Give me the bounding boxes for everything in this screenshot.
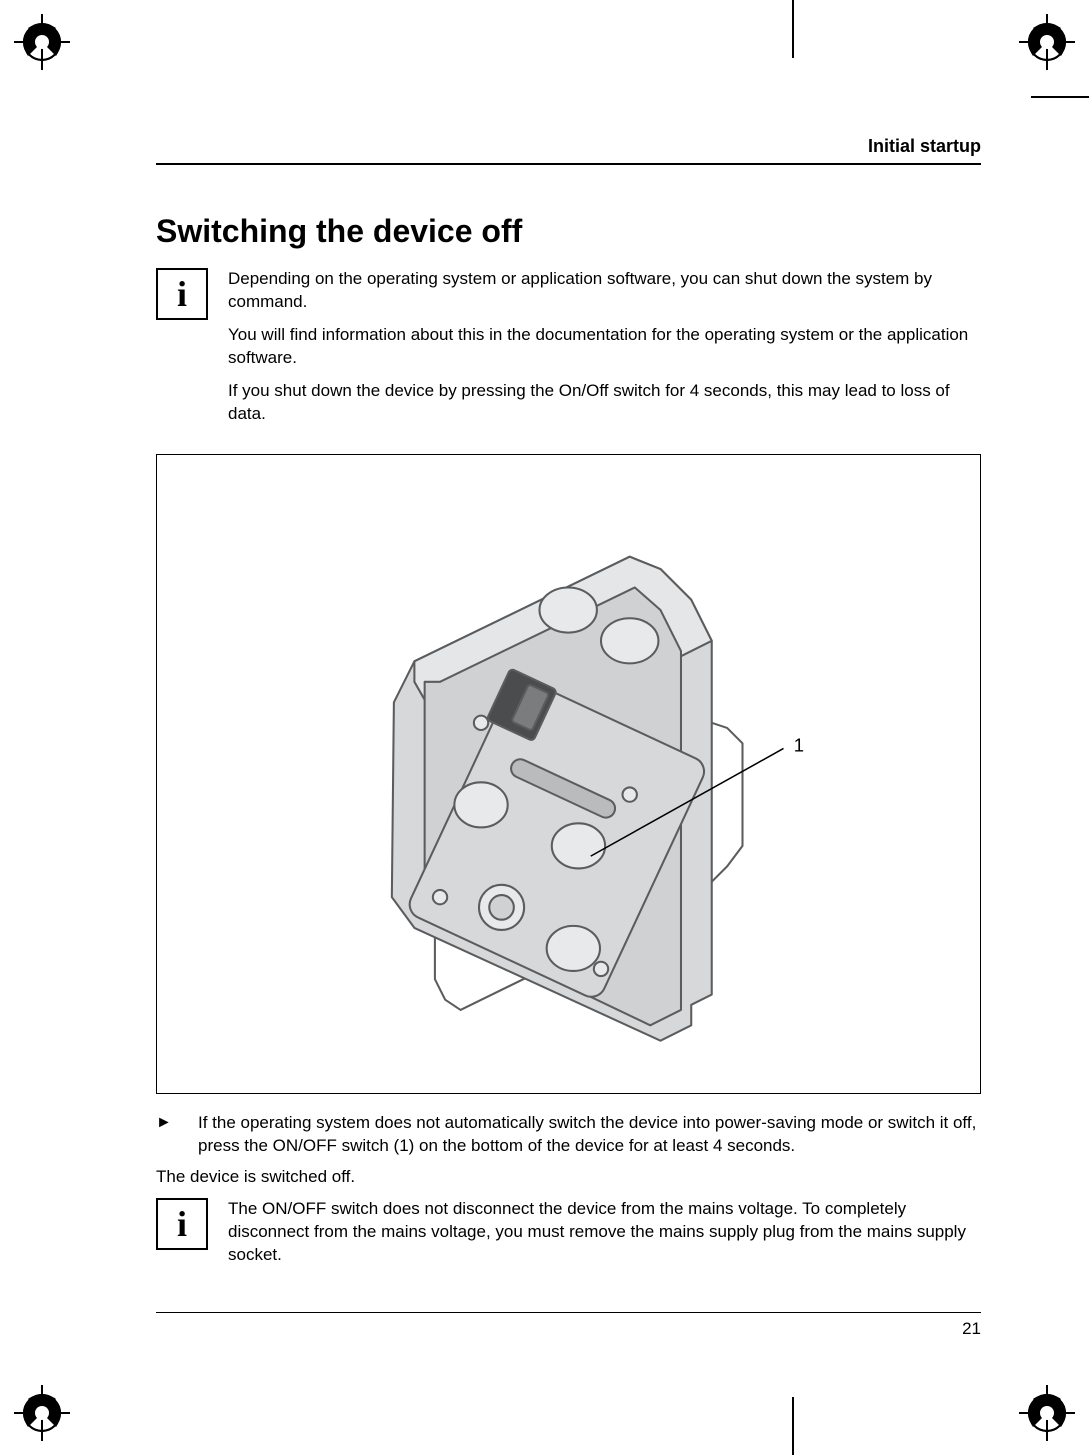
- info-note: i Depending on the operating system or a…: [156, 268, 981, 436]
- info-icon: i: [156, 268, 208, 320]
- crop-mark: [792, 0, 794, 58]
- content-area: Initial startup Switching the device off…: [156, 136, 981, 1345]
- running-header: Initial startup: [156, 136, 981, 163]
- header-rule: [156, 163, 981, 165]
- info-note: i The ON/OFF switch does not disconnect …: [156, 1198, 981, 1277]
- registration-mark-icon: [14, 14, 70, 70]
- step-marker-icon: ►: [156, 1112, 174, 1158]
- manual-page: Initial startup Switching the device off…: [0, 0, 1089, 1455]
- crop-mark: [792, 1397, 794, 1455]
- page-title: Switching the device off: [156, 213, 981, 250]
- device-figure: 1: [156, 454, 981, 1094]
- info-paragraph: You will find information about this in …: [228, 324, 981, 370]
- device-illustration: 1: [239, 487, 897, 1061]
- registration-mark-icon: [1019, 14, 1075, 70]
- info-paragraph: If you shut down the device by pressing …: [228, 380, 981, 426]
- crop-mark: [1031, 96, 1089, 98]
- info-paragraph: The ON/OFF switch does not disconnect th…: [228, 1198, 981, 1267]
- info-body: Depending on the operating system or app…: [228, 268, 981, 436]
- registration-mark-icon: [14, 1385, 70, 1441]
- info-icon: i: [156, 1198, 208, 1250]
- registration-mark-icon: [1019, 1385, 1075, 1441]
- step-text: If the operating system does not automat…: [198, 1112, 981, 1158]
- info-paragraph: Depending on the operating system or app…: [228, 268, 981, 314]
- page-number: 21: [156, 1319, 981, 1339]
- page-footer: 21: [156, 1312, 981, 1339]
- instruction-step: ► If the operating system does not autom…: [156, 1112, 981, 1158]
- info-body: The ON/OFF switch does not disconnect th…: [228, 1198, 981, 1277]
- figure-callout-label: 1: [794, 734, 804, 755]
- footer-rule: [156, 1312, 981, 1313]
- result-text: The device is switched off.: [156, 1166, 981, 1189]
